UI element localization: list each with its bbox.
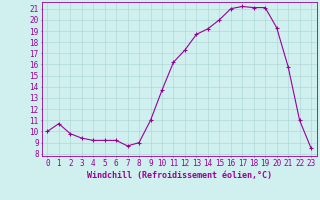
X-axis label: Windchill (Refroidissement éolien,°C): Windchill (Refroidissement éolien,°C) [87,171,272,180]
